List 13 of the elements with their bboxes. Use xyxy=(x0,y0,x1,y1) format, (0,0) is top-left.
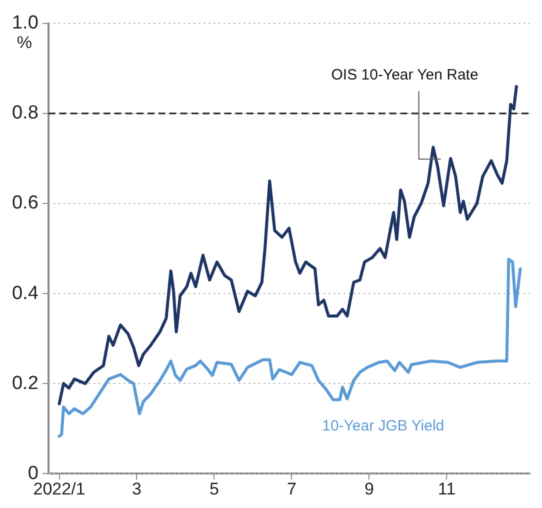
y-tick-label: 0.2 xyxy=(12,372,38,394)
x-tick-label: 7 xyxy=(286,479,296,498)
series-label: 10-Year JGB Yield xyxy=(322,417,444,434)
x-tick-label: 11 xyxy=(438,479,456,498)
y-tick-label: 0.4 xyxy=(12,282,39,304)
x-tick-label: 3 xyxy=(132,479,142,498)
y-tick-label: 0.6 xyxy=(12,192,38,214)
x-tick-label: 9 xyxy=(364,479,374,498)
y-axis-title: % xyxy=(16,33,32,52)
text: OIS 10-Year Yen Rate xyxy=(331,66,478,84)
y-tick-label: 1.0 xyxy=(12,12,38,34)
x-tick-label: 5 xyxy=(210,479,219,498)
y-tick-label: 0.8 xyxy=(12,102,38,124)
